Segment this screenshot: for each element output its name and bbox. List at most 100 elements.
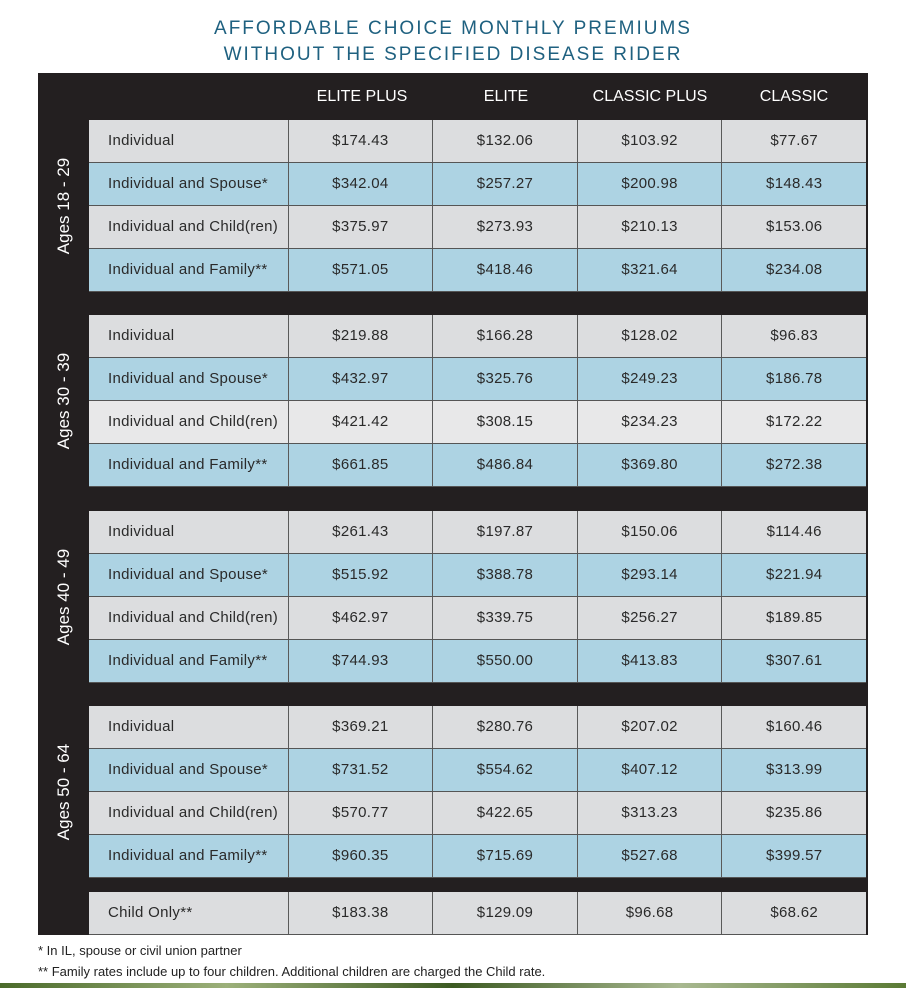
premium-cell: $129.09 (433, 892, 578, 934)
age-group-text: Ages 50 - 64 (53, 743, 73, 840)
table-row: Individual and Child(ren) $462.97 $339.75 $… (89, 597, 866, 640)
premium-cell: $234.23 (578, 401, 723, 443)
table-row: Individual $369.21 $280.76 $207.02 $160.46 (89, 706, 866, 749)
table-row: Individual and Spouse* $432.97 $325.76 $249… (89, 358, 866, 401)
premium-cell: $166.28 (433, 315, 578, 357)
premium-cell: $210.13 (578, 206, 723, 248)
premium-cell: $308.15 (433, 401, 578, 443)
table-row: Individual and Family** $744.93 $550.00 $41… (89, 640, 866, 683)
row-label: Individual and Child(ren) (89, 401, 289, 443)
premium-cell: $554.62 (433, 749, 578, 791)
premium-cell: $114.46 (766, 523, 822, 540)
premium-cell: $257.27 (433, 163, 578, 205)
row-label: Individual (89, 511, 289, 553)
row-label: Individual and Family** (89, 835, 289, 877)
premium-cell: $339.75 (433, 597, 578, 639)
title-line-1: AFFORDABLE CHOICE MONTHLY PREMIUMS (214, 18, 692, 39)
premium-cell: $280.76 (433, 706, 578, 748)
premium-cell: $307.61 (766, 652, 823, 669)
column-header-classic-plus: CLASSIC PLUS (592, 88, 708, 105)
premium-cell: $486.84 (433, 444, 578, 486)
table-row: Individual $261.43 $197.87 $150.06 $114.46 (89, 511, 866, 554)
table-row: Individual and Family** $661.85 $486.84 $36… (89, 444, 866, 487)
footnote-spouse: * In IL, spouse or civil union partner (38, 943, 242, 958)
premium-cell: $960.35 (289, 835, 434, 877)
premium-cell: $96.68 (578, 892, 723, 934)
row-label: Individual and Spouse* (89, 554, 289, 596)
row-label: Individual and Child(ren) (89, 206, 289, 248)
premium-cell: $293.14 (578, 554, 723, 596)
premium-cell: $744.93 (289, 640, 434, 682)
premium-cell: $422.65 (433, 792, 578, 834)
column-header-classic: CLASSIC (759, 88, 829, 105)
row-label: Individual and Family** (89, 640, 289, 682)
table-row: Individual and Child(ren) $570.77 $422.65 $… (89, 792, 866, 835)
age-group-text: Ages 30 - 39 (53, 352, 73, 449)
premium-cell: $462.97 (289, 597, 434, 639)
premium-cell: $234.08 (766, 261, 823, 278)
premium-cell: $715.69 (433, 835, 578, 877)
premium-cell: $103.92 (578, 120, 723, 162)
premium-cell: $200.98 (578, 163, 723, 205)
table-row: Individual and Family** $571.05 $418.46 $32… (89, 249, 866, 292)
column-header-elite-plus: ELITE PLUS (316, 88, 408, 105)
premium-cell: $375.97 (289, 206, 434, 248)
premium-cell: $418.46 (433, 249, 578, 291)
premium-cell: $515.92 (289, 554, 434, 596)
premium-cell: $256.27 (578, 597, 723, 639)
premium-cell: $399.57 (766, 847, 823, 864)
table-row: Individual $174.43 $132.06 $103.92 $77.67 (89, 120, 866, 163)
title-line-2: WITHOUT THE SPECIFIED DISEASE RIDER (223, 44, 683, 65)
premium-cell: $313.99 (766, 761, 823, 778)
age-group-label: Ages 50 - 64 (38, 706, 89, 877)
premium-cell: $221.94 (766, 566, 823, 583)
row-label: Individual and Spouse* (89, 749, 289, 791)
table-row: Individual and Child(ren) $421.42 $308.15 $… (89, 401, 866, 444)
premium-cell: $388.78 (433, 554, 578, 596)
premium-cell: $325.76 (433, 358, 578, 400)
premium-cell: $249.23 (578, 358, 723, 400)
premium-cell: $731.52 (289, 749, 434, 791)
row-label: Individual (89, 120, 289, 162)
row-label: Individual (89, 706, 289, 748)
row-label: Individual and Spouse* (89, 163, 289, 205)
row-label: Child Only** (89, 892, 289, 934)
row-label: Individual and Spouse* (89, 358, 289, 400)
premium-cell: $570.77 (289, 792, 434, 834)
premium-cell: $421.42 (289, 401, 434, 443)
premium-cell: $407.12 (578, 749, 723, 791)
premium-cell: $148.43 (766, 175, 823, 192)
table-row: Individual $219.88 $166.28 $128.02 $96.83 (89, 315, 866, 358)
age-group-text: Ages 18 - 29 (53, 157, 73, 254)
row-label: Individual and Child(ren) (89, 792, 289, 834)
premium-cell: $550.00 (433, 640, 578, 682)
age-group-text: Ages 40 - 49 (53, 548, 73, 645)
premium-cell: $186.78 (766, 370, 823, 387)
table-row: Individual and Family** $960.35 $715.69 $52… (89, 835, 866, 878)
premium-cell: $68.62 (770, 904, 819, 921)
premium-cell: $96.83 (770, 327, 819, 344)
footnote-family: ** Family rates include up to four child… (38, 964, 546, 979)
premium-cell: $313.23 (578, 792, 723, 834)
child-only-row: Child Only** $183.38 $129.09 $96.68 $68.62 (89, 892, 866, 935)
premium-cell: $132.06 (433, 120, 578, 162)
premium-cell: $189.85 (766, 609, 823, 626)
age-group-label: Ages 30 - 39 (38, 315, 89, 486)
premium-cell: $369.80 (578, 444, 723, 486)
premium-cell: $207.02 (578, 706, 723, 748)
table-row: Individual and Spouse* $342.04 $257.27 $200… (89, 163, 866, 206)
table-row: Individual and Spouse* $515.92 $388.78 $293… (89, 554, 866, 597)
premium-cell: $261.43 (289, 511, 434, 553)
premium-cell: $272.38 (766, 456, 823, 473)
premium-cell: $661.85 (289, 444, 434, 486)
premium-cell: $369.21 (289, 706, 434, 748)
premium-cell: $174.43 (289, 120, 434, 162)
premium-cell: $150.06 (578, 511, 723, 553)
age-group-label: Ages 40 - 49 (38, 511, 89, 682)
premium-cell: $197.87 (433, 511, 578, 553)
row-label: Individual and Family** (89, 249, 289, 291)
premium-cell: $321.64 (578, 249, 723, 291)
row-label: Individual and Family** (89, 444, 289, 486)
premium-cell: $527.68 (578, 835, 723, 877)
age-group-label: Ages 18 - 29 (38, 120, 89, 291)
